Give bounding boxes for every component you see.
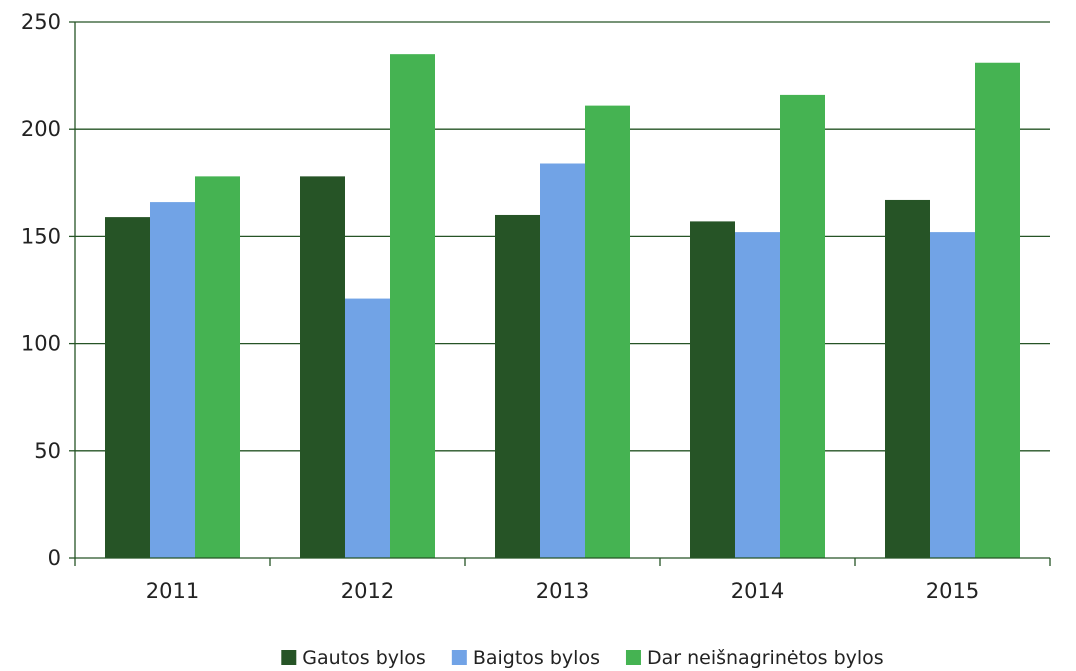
y-tick-label: 150 xyxy=(21,224,61,248)
axes xyxy=(69,21,1051,566)
bar-1-2013 xyxy=(495,214,540,558)
x-tick-label: 2011 xyxy=(146,579,199,603)
bar-2-2014 xyxy=(735,232,780,558)
bar-2-2011 xyxy=(150,202,195,558)
legend-swatch xyxy=(451,650,467,665)
y-tick-labels: 0 50 100 150 200 250 xyxy=(21,10,61,570)
legend-swatch xyxy=(281,650,297,665)
x-tick-labels: 2011 2012 2013 2014 2015 xyxy=(146,579,979,603)
bar-3-2012 xyxy=(390,54,435,558)
legend: Gautos bylos Baigtos bylos Dar neišnagrinė… xyxy=(281,647,884,669)
bar-3-2015 xyxy=(975,62,1020,559)
bar-1-2015 xyxy=(885,199,930,558)
bar-2-2013 xyxy=(540,163,585,558)
bar-2-2012 xyxy=(345,298,390,558)
bar-2-2015 xyxy=(930,232,975,558)
x-tick-label: 2014 xyxy=(731,579,784,603)
x-tick-label: 2012 xyxy=(341,579,394,603)
y-tick-label: 100 xyxy=(21,332,61,356)
bars-group xyxy=(105,54,1020,559)
y-tick-label: 0 xyxy=(48,546,61,570)
bar-3-2014 xyxy=(780,94,825,559)
y-tick-label: 250 xyxy=(21,10,61,34)
y-tick-label: 200 xyxy=(21,117,61,141)
legend-label: Baigtos bylos xyxy=(473,647,600,669)
x-tick-label: 2013 xyxy=(536,579,589,603)
legend-label: Gautos bylos xyxy=(302,647,426,669)
bar-3-2013 xyxy=(585,105,630,558)
bar-1-2011 xyxy=(105,217,150,558)
bar-1-2014 xyxy=(690,221,735,558)
legend-swatch xyxy=(625,650,641,665)
y-tick-label: 50 xyxy=(34,439,61,463)
x-tick-label: 2015 xyxy=(926,579,979,603)
legend-label: Dar neišnagrinėtos bylos xyxy=(647,647,884,669)
bar-1-2012 xyxy=(300,176,345,559)
bar-3-2011 xyxy=(195,176,240,559)
